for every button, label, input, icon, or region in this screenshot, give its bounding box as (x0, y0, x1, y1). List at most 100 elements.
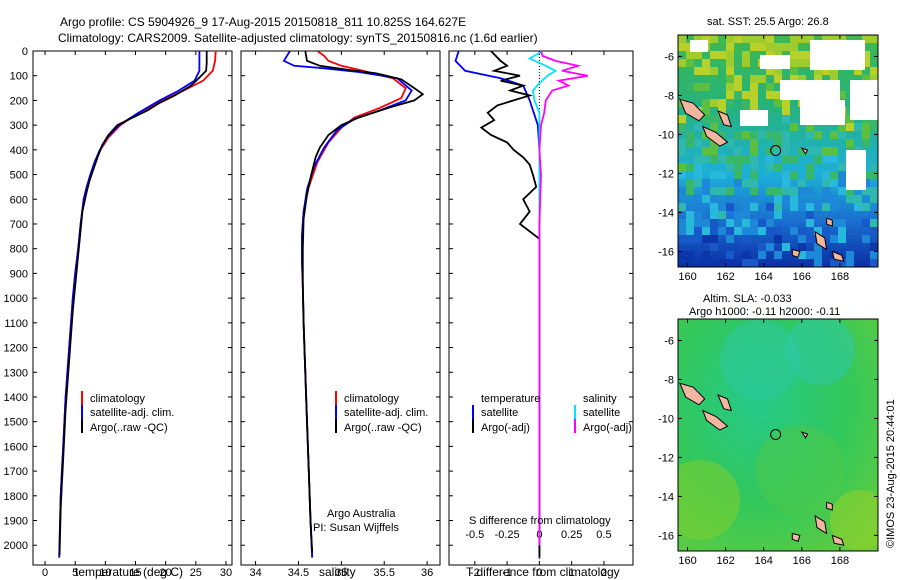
sst-cell (742, 91, 750, 99)
sst-cell (702, 251, 710, 259)
sst-cell (742, 203, 750, 211)
cloud-gap (740, 110, 768, 126)
island-shape (701, 125, 729, 147)
sst-cell (686, 51, 694, 59)
sst-cell (846, 195, 854, 203)
figure-title-line1: Argo profile: CS 5904926_9 17-Aug-2015 2… (60, 15, 466, 29)
sst-cell (790, 123, 798, 131)
legend-label-satellite: satellite-adj. clim. (90, 407, 174, 419)
sst-cell (862, 131, 870, 139)
sst-cell (774, 43, 782, 51)
legend-label-argo: Argo(..raw -QC) (344, 422, 422, 434)
sst-cell (782, 179, 790, 187)
map-x-tick-label: 162 (716, 555, 734, 567)
sst-cell (774, 211, 782, 219)
legend-label-satellite: satellite-adj. clim. (344, 407, 428, 419)
sst-map-title: sat. SST: 25.5 Argo: 26.8 (707, 16, 829, 28)
sst-cell (838, 259, 846, 267)
sst-cell (782, 131, 790, 139)
sst-cell (726, 163, 734, 171)
y-tick-label: 200 (10, 95, 28, 107)
sst-cell (774, 195, 782, 203)
island-shape (800, 147, 809, 155)
sst-cell (862, 51, 870, 59)
sst-cell (830, 67, 838, 75)
map-x-tick-label: 168 (831, 271, 849, 283)
sst-cell (862, 219, 870, 227)
y-tick-label: 1700 (4, 466, 28, 478)
sst-cell (710, 115, 718, 123)
sst-cell (750, 195, 758, 203)
sst-cell (686, 131, 694, 139)
map-y-tick-label: -10 (658, 129, 674, 141)
sst-cell (758, 75, 766, 83)
sst-cell (710, 203, 718, 211)
sst-cell (766, 67, 774, 75)
sst-cell (806, 203, 814, 211)
sst-cell (806, 123, 814, 131)
sst-cell (750, 155, 758, 163)
series-group (454, 51, 588, 558)
sst-cell (718, 155, 726, 163)
sla-blob (755, 425, 845, 515)
sst-cell (678, 147, 686, 155)
sst-cell (734, 171, 742, 179)
sst-cell (678, 203, 686, 211)
sst-cell (814, 227, 822, 235)
map-y-tick-label: -12 (658, 452, 674, 464)
legend-label-t-argo: Argo(-adj) (481, 422, 530, 434)
sst-cell (830, 35, 838, 43)
sst-cell (742, 59, 750, 67)
x-tick-label: 34.5 (288, 567, 309, 579)
series-line-s-argo-adj- (538, 51, 588, 546)
sst-cell (862, 123, 870, 131)
sst-cell (870, 259, 878, 267)
sst-cell (710, 243, 718, 251)
sst-cell (742, 155, 750, 163)
sst-cell (710, 171, 718, 179)
island-shape (826, 501, 833, 511)
cloud-gap (780, 80, 840, 100)
sst-cell (678, 35, 686, 43)
sst-cell (702, 187, 710, 195)
argo-position-marker (770, 145, 782, 157)
x-tick-label: 15 (129, 567, 141, 579)
sst-cell (830, 219, 838, 227)
sst-cell (694, 227, 702, 235)
sst-cell (806, 171, 814, 179)
sst-cell (694, 211, 702, 219)
sst-cell (838, 187, 846, 195)
sst-cell (710, 35, 718, 43)
cloud-gap (850, 80, 878, 120)
sst-cell (750, 227, 758, 235)
sst-cell (678, 115, 686, 123)
sst-cell (694, 123, 702, 131)
x-tick-label: 34 (249, 567, 261, 579)
sst-cell (774, 99, 782, 107)
sst-cell (838, 123, 846, 131)
sst-cell (798, 227, 806, 235)
island-shape (701, 409, 729, 431)
sla-blob (830, 490, 878, 550)
sst-cell (798, 59, 806, 67)
legend-label-climatology: climatology (344, 393, 400, 405)
sst-cell (870, 187, 878, 195)
s-difference-label: S difference from climatology (469, 515, 611, 527)
y-tick-label: 2000 (4, 540, 28, 552)
sst-cell (686, 211, 694, 219)
sst-cell (734, 155, 742, 163)
sst-cell (686, 59, 694, 67)
sst-cell (830, 131, 838, 139)
sst-cell (822, 171, 830, 179)
sst-cell (790, 227, 798, 235)
difference-xlabel: T difference from climatology (466, 565, 620, 579)
island-shape (791, 532, 801, 542)
sst-cell (758, 227, 766, 235)
island-shape (800, 431, 809, 439)
temperature-panel: 0 5 10 15 20 25 30 (42, 51, 232, 579)
sst-cell (678, 235, 686, 243)
map-x-tick-label: 160 (678, 555, 696, 567)
sst-cell (702, 107, 710, 115)
sst-cell (750, 75, 758, 83)
sst-cell (782, 107, 790, 115)
